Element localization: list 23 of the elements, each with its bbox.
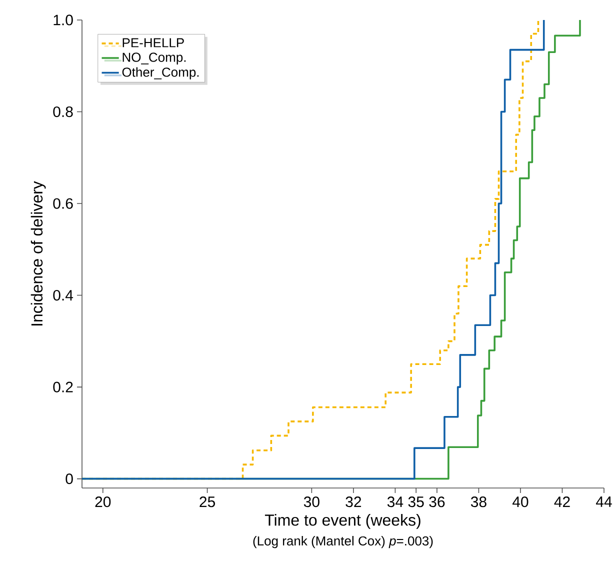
x-tick-label: 20 xyxy=(95,496,111,508)
x-tick-label: 38 xyxy=(470,496,486,508)
y-tick-label: 0.4 xyxy=(53,290,74,301)
x-tick-label: 34 xyxy=(387,496,404,508)
x-tick-label: 36 xyxy=(429,496,445,508)
y-axis-title: Incidence of delivery xyxy=(30,181,46,326)
x-tick-label: 25 xyxy=(200,496,215,508)
x-tick-label: 40 xyxy=(512,496,528,508)
legend-label: NO_Comp. xyxy=(122,52,186,64)
y-tick-label: 0 xyxy=(66,474,73,484)
y-tick-label: 0.2 xyxy=(53,382,73,392)
y-tick-label: 0.8 xyxy=(53,106,73,118)
x-tick-label: 42 xyxy=(554,496,570,507)
legend-label: PE-HELLP xyxy=(122,38,184,48)
y-tick-label: 1.0 xyxy=(54,14,73,26)
x-tick-label: 44 xyxy=(596,496,612,507)
legend-label: Other_Comp. xyxy=(122,67,199,80)
text: (Log rank (Mantel Cox) p=.003) xyxy=(253,536,433,548)
x-tick-label: 35 xyxy=(408,496,424,508)
x-tick-label: 30 xyxy=(304,496,320,508)
x-tick-label: 32 xyxy=(346,496,362,508)
x-axis-title: Time to event (weeks) xyxy=(264,514,420,529)
y-tick-label: 0.6 xyxy=(53,198,73,209)
